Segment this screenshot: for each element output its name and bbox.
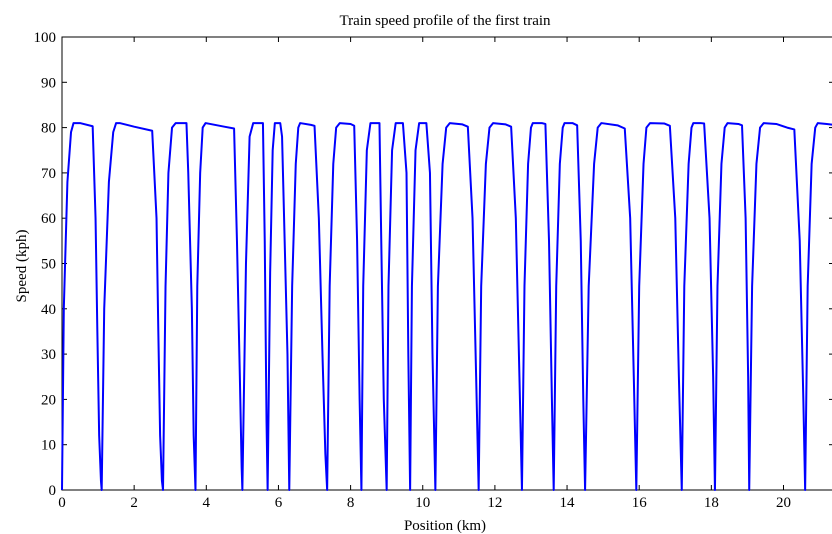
x-tick-label: 16 (632, 495, 648, 511)
y-axis-label: Speed (kph) (14, 230, 30, 303)
x-tick-label: 12 (487, 495, 502, 511)
y-tick-label: 80 (41, 121, 56, 137)
x-tick-label: 14 (560, 495, 576, 511)
x-tick-label: 10 (415, 495, 430, 511)
chart-title: Train speed profile of the first train (339, 13, 551, 29)
x-tick-label: 0 (58, 495, 66, 511)
series-layer (61, 122, 832, 491)
y-tick-label: 50 (41, 257, 56, 273)
y-tick-label: 40 (41, 302, 56, 318)
x-tick-label: 20 (776, 495, 791, 511)
x-tick-label: 18 (704, 495, 719, 511)
x-tick-label: 2 (130, 495, 138, 511)
y-tick-label: 30 (41, 347, 56, 363)
y-tick-label: 10 (41, 438, 56, 454)
y-tick-label: 70 (41, 166, 56, 182)
x-axis-ticks: 0 2 4 6 8 10 12 14 16 18 20 (58, 37, 791, 511)
y-tick-label: 90 (41, 75, 56, 91)
y-axis-ticks: 0 10 20 30 40 50 60 70 80 90 100 (34, 30, 832, 499)
y-tick-label: 100 (34, 30, 57, 46)
speed-series-line-0 (61, 122, 832, 491)
x-tick-label: 6 (275, 495, 283, 511)
x-tick-label: 4 (203, 495, 211, 511)
x-tick-label: 8 (347, 495, 355, 511)
y-tick-label: 0 (49, 483, 57, 499)
y-tick-label: 60 (41, 211, 56, 227)
x-axis-label: Position (km) (404, 518, 486, 534)
y-tick-label: 20 (41, 392, 56, 408)
